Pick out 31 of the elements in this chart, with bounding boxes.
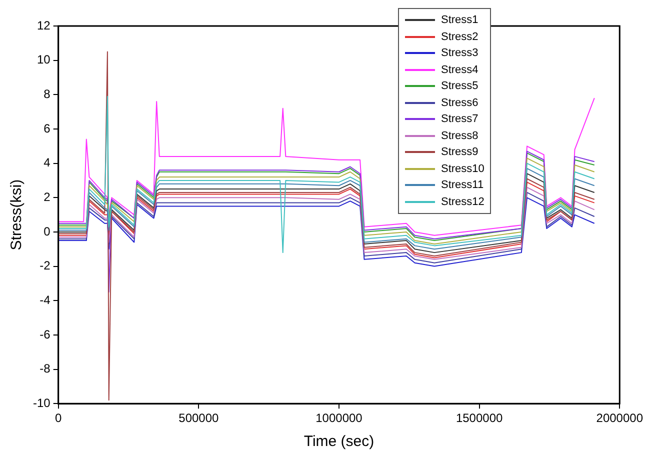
x-tick-label: 500000 [178, 411, 220, 426]
y-tick-label: -4 [40, 292, 51, 307]
legend-label: Stress2 [441, 30, 478, 44]
legend-label: Stress10 [441, 162, 484, 176]
y-axis-title: Stress(ksi) [8, 179, 26, 250]
y-tick-label: 12 [36, 18, 51, 32]
y-tick-label: -8 [40, 362, 51, 376]
legend-label: Stress11 [441, 178, 484, 193]
y-tick-label: -10 [33, 396, 51, 410]
y-tick-label: -6 [40, 327, 51, 342]
legend-label: Stress3 [441, 46, 478, 61]
x-tick-label: 2000000 [596, 411, 644, 426]
x-tick-label: 0 [55, 411, 62, 426]
legend-label: Stress12 [441, 194, 484, 210]
y-tick-label: 0 [44, 224, 51, 238]
x-axis-title: Time (sec) [304, 433, 374, 450]
y-tick-label: -2 [40, 258, 51, 273]
x-tick-label: 1500000 [456, 411, 503, 426]
legend-label: Stress7 [441, 112, 478, 127]
legend-label: Stress4 [441, 62, 478, 78]
legend-label: Stress6 [441, 96, 478, 110]
y-tick-label: 10 [36, 52, 51, 67]
y-tick-label: 4 [44, 156, 51, 170]
y-tick-label: 8 [44, 86, 51, 101]
y-tick-label: 6 [44, 121, 51, 136]
x-tick-label: 1000000 [316, 411, 363, 426]
legend-label: Stress8 [441, 128, 478, 144]
y-tick-label: 2 [44, 190, 51, 204]
legend-label: Stress1 [441, 13, 478, 28]
legend-label: Stress5 [441, 79, 478, 94]
legend-label: Stress9 [441, 145, 478, 160]
